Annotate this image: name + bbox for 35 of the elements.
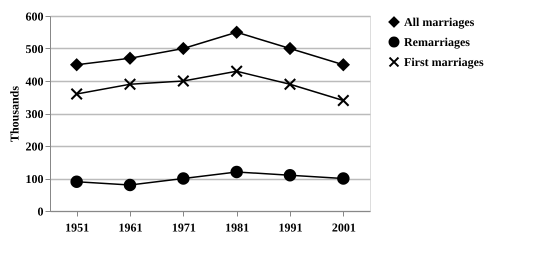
legend-label: All marriages [404,15,475,29]
x-tick-label: 1961 [118,220,142,234]
point [177,42,190,55]
point [177,172,190,185]
point [284,169,296,182]
y-tick-label: 0 [38,204,44,218]
point [124,52,136,64]
x-tick-label: 1951 [65,220,90,234]
point [70,58,83,71]
x-tick-label: 2001 [332,220,356,234]
point [124,78,136,90]
y-axis-title: Thousands [8,86,22,142]
y-tick-label: 500 [26,42,44,56]
y-tick-label: 300 [26,107,44,121]
x-tick-label: 1981 [225,220,250,234]
y-tick-label: 600 [26,10,44,24]
legend-label: Remarriages [404,35,470,49]
point [177,74,190,88]
point [230,26,243,38]
y-tick-label: 100 [26,172,44,186]
legend-label: First marriages [404,55,484,69]
x-tick-label: 1971 [172,220,196,234]
y-tick-label: 400 [26,74,44,88]
point [284,78,296,90]
point [124,178,136,192]
point [284,42,296,55]
point [70,176,83,188]
point [337,94,350,107]
y-tick-label: 200 [26,140,44,154]
point [70,88,83,100]
point [230,166,243,178]
x-tick-label: 1991 [278,220,302,234]
point [337,58,350,71]
point [230,65,243,78]
point [337,172,350,185]
